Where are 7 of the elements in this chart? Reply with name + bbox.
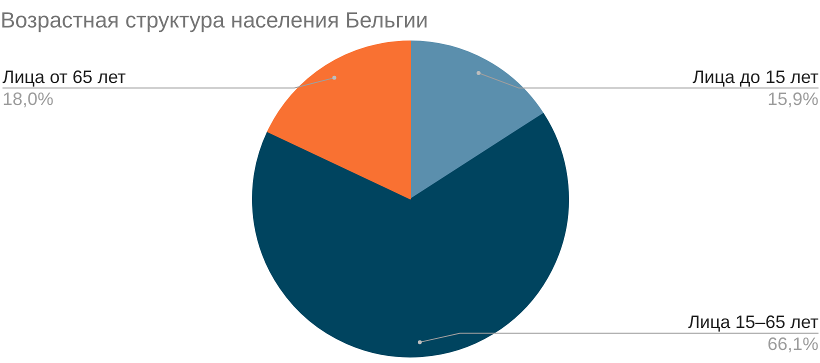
slice-label: Лица до 15 лет [692, 66, 819, 87]
data-label: 15,9% [767, 88, 819, 109]
data-label: 66,1% [767, 334, 819, 354]
slice-label: Лица от 65 лет [2, 66, 126, 87]
slice-label: Лица 15–65 лет [688, 312, 819, 332]
data-label: 18,0% [2, 88, 54, 109]
chart-title: Возрастная структура населения Бельгии [0, 8, 428, 32]
